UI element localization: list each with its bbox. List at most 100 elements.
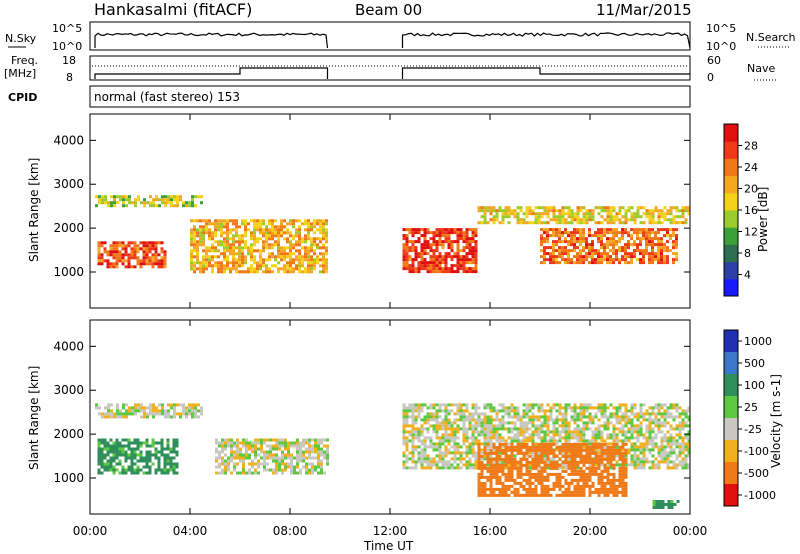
heatmap-cell xyxy=(295,228,298,232)
heatmap-cell xyxy=(597,406,601,410)
heatmap-cell xyxy=(528,487,532,491)
heatmap-cell xyxy=(250,264,253,268)
heatmap-cell xyxy=(247,267,250,271)
heatmap-cell xyxy=(687,448,691,452)
heatmap-cell xyxy=(630,409,634,413)
heatmap-cell xyxy=(474,228,478,232)
heatmap-cell xyxy=(492,448,496,452)
heatmap-cell xyxy=(522,430,526,434)
heatmap-cell xyxy=(408,406,412,410)
heatmap-cell xyxy=(636,215,640,219)
heatmap-cell xyxy=(660,412,664,416)
heatmap-cell xyxy=(185,412,188,416)
heatmap-cell xyxy=(549,493,553,497)
heatmap-cell xyxy=(489,430,493,434)
heatmap-cell xyxy=(435,243,439,247)
heatmap-cell xyxy=(561,466,565,470)
heatmap-cell xyxy=(591,463,595,467)
heatmap-cell xyxy=(540,445,544,449)
heatmap-cell xyxy=(669,237,672,241)
heatmap-cell xyxy=(585,481,589,485)
heatmap-cell xyxy=(320,450,323,454)
heatmap-cell xyxy=(672,427,676,431)
heatmap-cell xyxy=(429,255,433,259)
heatmap-cell xyxy=(262,231,265,235)
heatmap-cell xyxy=(411,409,415,413)
heatmap-cell xyxy=(121,247,125,251)
heatmap-cell xyxy=(522,218,526,222)
heatmap-cell xyxy=(516,475,520,479)
heatmap-cell xyxy=(304,246,307,250)
heatmap-cell xyxy=(672,261,675,265)
heatmap-cell xyxy=(259,252,262,256)
heatmap-cell xyxy=(238,255,241,259)
heatmap-cell xyxy=(582,403,586,407)
heatmap-cell xyxy=(570,209,574,213)
heatmap-cell xyxy=(319,231,322,235)
heatmap-cell xyxy=(606,258,609,262)
heatmap-cell xyxy=(456,255,460,259)
heatmap-cell xyxy=(444,466,448,470)
heatmap-cell xyxy=(675,234,678,238)
heatmap-cell xyxy=(486,469,490,473)
heatmap-cell xyxy=(190,243,193,247)
heatmap-cell xyxy=(420,264,424,268)
heatmap-cell xyxy=(441,451,445,455)
heatmap-cell xyxy=(423,240,427,244)
heatmap-cell xyxy=(687,436,691,440)
heatmap-cell xyxy=(525,466,529,470)
heatmap-cell xyxy=(525,221,529,225)
heatmap-cell xyxy=(310,270,313,274)
heatmap-cell xyxy=(169,456,173,460)
heatmap-cell xyxy=(603,209,607,213)
heatmap-cell xyxy=(232,255,235,259)
heatmap-cell xyxy=(579,487,583,491)
heatmap-cell xyxy=(281,459,284,463)
heatmap-cell xyxy=(531,448,535,452)
heatmap-cell xyxy=(498,442,502,446)
heatmap-cell xyxy=(528,463,532,467)
heatmap-cell xyxy=(254,438,257,442)
heatmap-cell xyxy=(148,247,152,251)
heatmap-cell xyxy=(411,267,415,271)
heatmap-cell xyxy=(672,466,676,470)
power-colorbar-tick-label: 12 xyxy=(744,226,758,239)
freq-top-tick: 18 xyxy=(62,54,76,67)
heatmap-cell xyxy=(317,441,320,445)
heatmap-cell xyxy=(519,469,523,473)
heatmap-cell xyxy=(624,469,628,473)
heatmap-cell xyxy=(256,261,259,265)
heatmap-cell xyxy=(465,243,469,247)
heatmap-cell xyxy=(411,460,415,464)
heatmap-cell xyxy=(621,415,625,419)
heatmap-cell xyxy=(681,445,685,449)
heatmap-cell xyxy=(286,270,289,274)
heatmap-cell xyxy=(456,409,460,413)
heatmap-cell xyxy=(325,261,328,265)
heatmap-cell xyxy=(146,406,149,410)
heatmap-cell xyxy=(609,478,613,482)
heatmap-cell xyxy=(128,201,131,205)
heatmap-cell xyxy=(142,441,146,445)
heatmap-cell xyxy=(621,433,625,437)
heatmap-cell xyxy=(579,418,583,422)
heatmap-cell xyxy=(630,421,634,425)
heatmap-cell xyxy=(534,487,538,491)
heatmap-cell xyxy=(549,487,553,491)
heatmap-cell xyxy=(426,412,430,416)
heatmap-cell xyxy=(411,427,415,431)
heatmap-cell xyxy=(167,195,170,199)
heatmap-cell xyxy=(257,465,260,469)
heatmap-cell xyxy=(486,445,490,449)
heatmap-cell xyxy=(669,460,673,464)
heatmap-cell xyxy=(450,267,454,271)
heatmap-cell xyxy=(462,442,466,446)
heatmap-cell xyxy=(510,409,514,413)
heatmap-cell xyxy=(597,472,601,476)
heatmap-cell xyxy=(573,246,576,250)
heatmap-cell xyxy=(265,237,268,241)
heatmap-cell xyxy=(528,493,532,497)
heatmap-cell xyxy=(235,246,238,250)
heatmap-cell xyxy=(438,231,442,235)
heatmap-cell xyxy=(498,206,502,210)
